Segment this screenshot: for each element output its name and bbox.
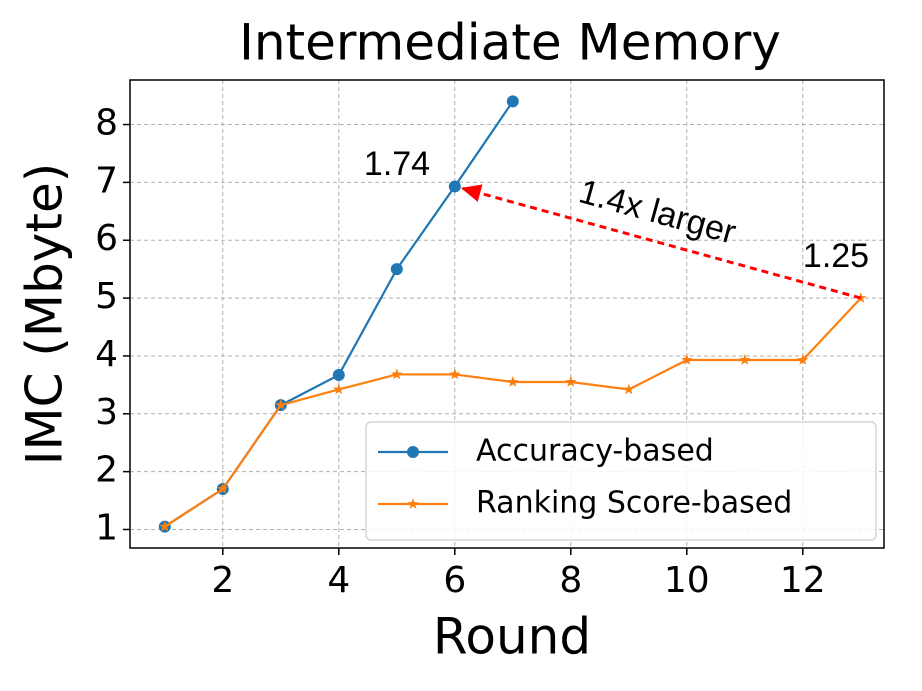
legend-label: Accuracy-based <box>476 434 714 469</box>
marker <box>407 498 419 509</box>
y-tick-label: 8 <box>95 103 118 144</box>
y-tick-label: 5 <box>95 276 118 317</box>
marker <box>506 95 519 108</box>
y-tick-label: 4 <box>95 334 118 375</box>
x-axis-label: Round <box>433 608 591 666</box>
x-tick-label: 6 <box>443 560 466 601</box>
marker <box>507 376 519 387</box>
y-tick-label: 2 <box>95 450 118 491</box>
marker <box>390 263 403 276</box>
chart-title: Intermediate Memory <box>239 14 781 72</box>
y-tick-label: 1 <box>95 507 118 548</box>
marker <box>797 354 809 365</box>
legend-box <box>365 421 877 541</box>
y-tick-label: 7 <box>95 160 118 201</box>
y-tick-label: 6 <box>95 218 118 259</box>
marker <box>407 446 419 458</box>
marker <box>681 354 693 365</box>
marker <box>391 368 403 380</box>
x-tick-label: 12 <box>780 560 826 601</box>
arrow <box>460 184 862 300</box>
x-tick-label: 4 <box>327 560 350 601</box>
annotation: 1.74 <box>364 145 430 183</box>
x-tick-label: 10 <box>664 560 710 601</box>
plot-frame <box>129 79 885 549</box>
x-tick-label: 8 <box>559 560 582 601</box>
y-tick-label: 3 <box>95 392 118 433</box>
y-axis-label: IMC (Mbyte) <box>16 163 74 466</box>
marker <box>739 354 751 365</box>
marker <box>217 483 229 494</box>
marker <box>333 383 345 395</box>
marker <box>623 383 635 395</box>
marker <box>332 369 345 382</box>
marker <box>275 399 287 410</box>
marker <box>159 520 171 532</box>
annotation: 1.25 <box>803 237 869 275</box>
x-tick-label: 2 <box>211 560 234 601</box>
marker <box>565 376 577 387</box>
legend-label: Ranking Score-based <box>476 486 792 521</box>
marker <box>448 180 461 193</box>
marker <box>449 368 461 380</box>
